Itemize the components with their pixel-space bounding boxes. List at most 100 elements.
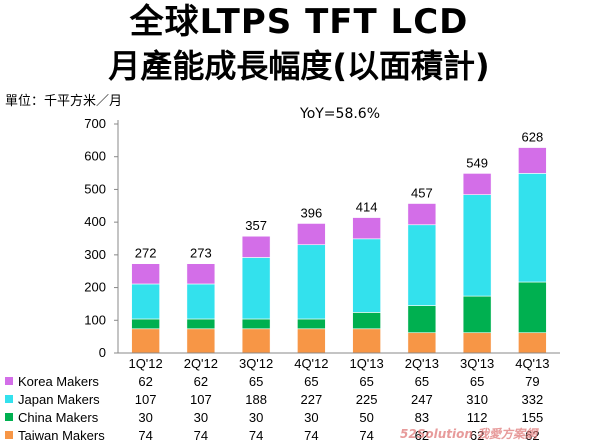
legend-swatch [5,431,13,439]
bar-segment-china-makers [241,318,271,330]
bar-segment-taiwan-makers [407,332,437,354]
table-cell: 74 [138,428,153,443]
bar-segment-china-makers [352,312,381,330]
table-cell: 65 [304,374,319,389]
bar-segment-korea-makers [352,217,381,240]
legend-label: Korea Makers [18,374,99,389]
table-cell: 83 [414,410,430,425]
table-cell: 65 [414,374,430,389]
bar-segment-japan-makers [241,257,271,320]
table-cell: 62 [525,428,540,443]
bar-segment-japan-makers [407,224,437,306]
table-cell: 155 [521,410,544,425]
bar-segment-china-makers [518,281,547,334]
y-tick-label: 400 [84,214,106,229]
table-cell: 65 [469,374,485,389]
x-tick-label: 2Q'12 [184,356,218,371]
bar-segment-taiwan-makers [241,328,271,354]
bar-segment-taiwan-makers [131,328,160,354]
bar-segment-korea-makers [186,263,216,285]
table-cell: 310 [466,392,488,407]
bar-segment-korea-makers [462,173,492,195]
bar-segment-taiwan-makers [186,328,216,354]
bar-segment-china-makers [462,295,492,334]
bar-segment-taiwan-makers [518,332,547,354]
bar-segment-korea-makers [297,223,326,246]
legend-swatch [5,377,13,385]
table-cell: 112 [466,410,488,425]
y-tick-label: 600 [84,149,106,164]
y-axis: 0 100 200 300 400 500 600 700 [84,116,119,360]
table-cell: 79 [525,374,540,389]
table-row: China Makers 30 30 30 30 50 83 112 155 [0,409,598,427]
y-tick-label: 100 [84,312,106,327]
bar-segment-japan-makers [462,194,492,297]
table-cell: 65 [248,374,264,389]
total-label: 549 [466,155,488,170]
bar-segment-japan-makers [186,283,216,320]
table-cell: 107 [190,392,212,407]
table-cell: 225 [355,392,378,407]
table-row: Korea Makers 62 62 65 65 65 65 65 79 [0,373,598,391]
bar-segment-japan-makers [518,173,547,283]
bar-segment-japan-makers [297,244,326,320]
bar-segment-taiwan-makers [297,328,326,354]
table-cell: 62 [414,428,430,443]
legend-label: China Makers [18,410,99,425]
bar-segment-taiwan-makers [352,328,381,354]
bar-segment-korea-makers [131,263,160,285]
watermark: 52Solution 我愛方案網 [400,427,538,441]
bar-segment-korea-makers [407,203,437,226]
table-cell: 50 [359,410,374,425]
x-tick-label: 3Q'13 [460,356,494,371]
x-tick-label: 2Q'13 [405,356,439,371]
x-tick-label: 4Q'13 [515,356,549,371]
total-label: 457 [411,185,433,200]
table-cell: 74 [359,428,374,443]
legend-label: Japan Makers [18,392,100,407]
y-tick-label: 500 [84,181,106,196]
y-tick-label: 300 [84,247,106,262]
chart-title-line1: 全球LTPS TFT LCD [129,2,469,42]
total-label: 272 [135,246,157,261]
y-tick-label: 0 [99,345,106,360]
bars [131,147,547,354]
x-tick-label: 4Q'12 [294,356,328,371]
table-cell: 62 [138,374,153,389]
bar-segment-korea-makers [241,235,271,258]
table-cell: 30 [193,410,209,425]
x-axis: 1Q'12 2Q'12 3Q'12 4Q'12 1Q'13 2Q'13 3Q'13 4Q'13 [118,352,560,371]
table-cell: 74 [304,428,319,443]
y-tick-label: 200 [84,280,106,295]
table-cell: 247 [411,392,433,407]
bar-segment-japan-makers [352,238,381,313]
total-label: 273 [190,246,212,261]
table-cell: 65 [359,374,374,389]
bar-segment-korea-makers [518,147,547,174]
bar-segment-china-makers [131,318,160,330]
legend-swatch [5,413,13,421]
table-cell: 107 [134,392,157,407]
table-cell: 62 [469,428,485,443]
bar-segment-japan-makers [131,283,160,320]
yoy-annotation: YoY=58.6% [300,106,381,122]
table-cell: 74 [193,428,209,443]
total-labels: 272 273 357 396 414 457 549 628 [135,130,543,261]
bar-segment-china-makers [186,318,216,330]
total-label: 357 [245,218,267,233]
table-cell: 227 [300,392,323,407]
table-cell: 30 [248,410,264,425]
table-row: Taiwan Makers 74 74 74 74 74 62 62 62 [0,427,598,445]
legend-label: Taiwan Makers [18,428,105,443]
table-cell: 62 [193,374,209,389]
table-cell: 74 [248,428,264,443]
table-cell: 30 [138,410,153,425]
unit-label: 單位：千平方米／月 [5,94,123,109]
bar-segment-taiwan-makers [462,332,492,354]
table-cell: 30 [304,410,319,425]
total-label: 628 [522,130,544,145]
bar-segment-china-makers [297,318,326,330]
x-tick-label: 1Q'13 [349,356,383,371]
bar-segment-china-makers [407,305,437,334]
